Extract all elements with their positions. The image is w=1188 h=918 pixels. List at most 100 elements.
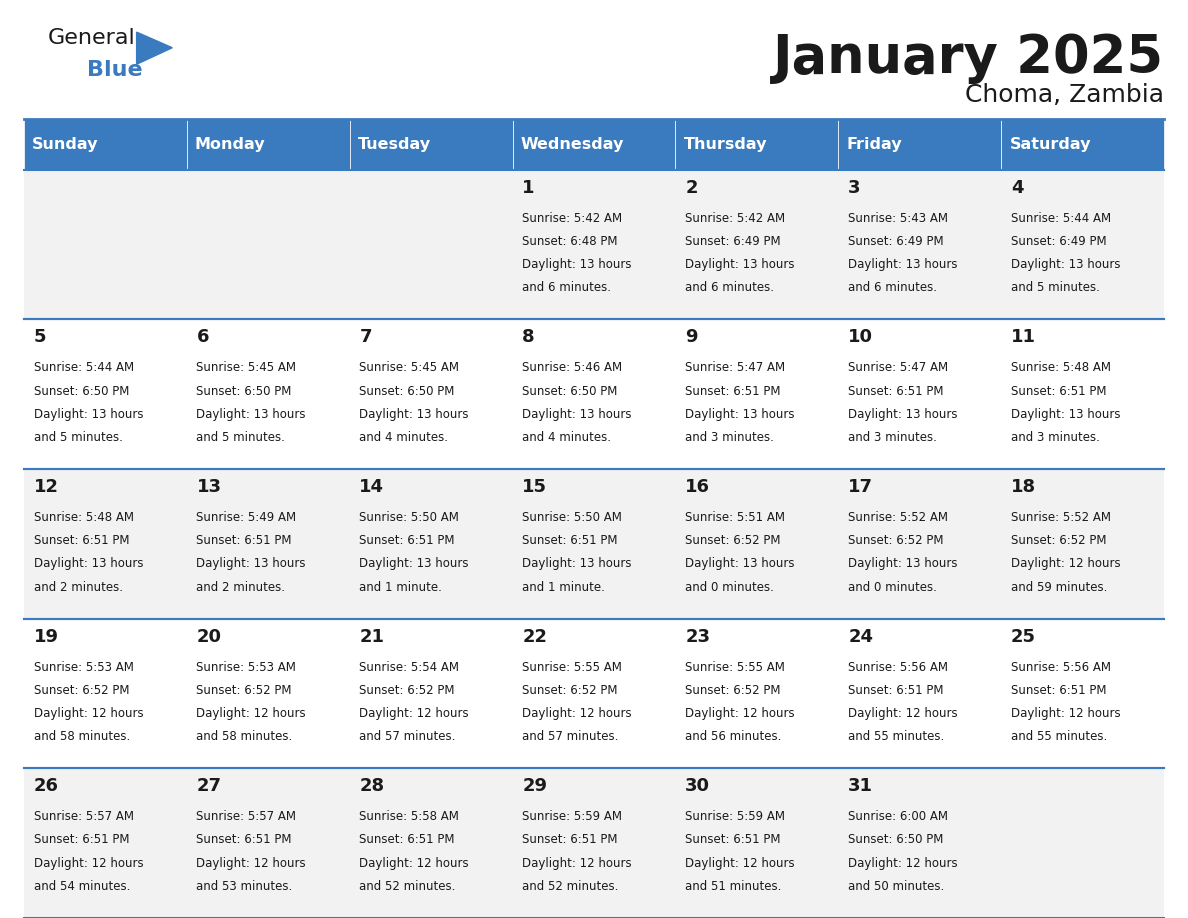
Text: 18: 18	[1011, 478, 1036, 496]
Text: 16: 16	[685, 478, 710, 496]
Text: Sunrise: 5:56 AM: Sunrise: 5:56 AM	[1011, 661, 1111, 674]
Text: Daylight: 13 hours: Daylight: 13 hours	[360, 408, 469, 420]
Text: 12: 12	[33, 478, 58, 496]
Text: Daylight: 12 hours: Daylight: 12 hours	[523, 856, 632, 869]
Text: Sunrise: 5:44 AM: Sunrise: 5:44 AM	[1011, 212, 1111, 225]
FancyBboxPatch shape	[839, 170, 1001, 319]
FancyBboxPatch shape	[349, 119, 512, 170]
Text: Daylight: 13 hours: Daylight: 13 hours	[685, 258, 795, 271]
Text: and 58 minutes.: and 58 minutes.	[33, 730, 129, 744]
Text: Daylight: 13 hours: Daylight: 13 hours	[523, 557, 632, 570]
Text: and 1 minute.: and 1 minute.	[360, 580, 442, 594]
Text: Sunrise: 5:53 AM: Sunrise: 5:53 AM	[196, 661, 296, 674]
FancyBboxPatch shape	[676, 119, 839, 170]
Text: Sunrise: 5:49 AM: Sunrise: 5:49 AM	[196, 511, 297, 524]
Text: Sunrise: 5:50 AM: Sunrise: 5:50 AM	[360, 511, 460, 524]
FancyBboxPatch shape	[512, 619, 676, 768]
Text: 31: 31	[848, 778, 873, 795]
Text: and 6 minutes.: and 6 minutes.	[848, 281, 937, 295]
FancyBboxPatch shape	[839, 319, 1001, 469]
Text: and 4 minutes.: and 4 minutes.	[360, 431, 448, 444]
Text: Sunset: 6:52 PM: Sunset: 6:52 PM	[848, 534, 943, 547]
Text: and 52 minutes.: and 52 minutes.	[523, 879, 619, 893]
Text: 2: 2	[685, 179, 697, 196]
Text: Sunset: 6:50 PM: Sunset: 6:50 PM	[196, 385, 292, 397]
FancyBboxPatch shape	[839, 119, 1001, 170]
Text: Sunset: 6:52 PM: Sunset: 6:52 PM	[196, 684, 292, 697]
Text: Sunset: 6:48 PM: Sunset: 6:48 PM	[523, 235, 618, 248]
Text: and 4 minutes.: and 4 minutes.	[523, 431, 612, 444]
FancyBboxPatch shape	[1001, 469, 1164, 619]
Text: Sunrise: 5:44 AM: Sunrise: 5:44 AM	[33, 362, 134, 375]
FancyBboxPatch shape	[1001, 319, 1164, 469]
Text: Daylight: 13 hours: Daylight: 13 hours	[196, 557, 307, 570]
FancyBboxPatch shape	[187, 119, 349, 170]
Text: 25: 25	[1011, 628, 1036, 645]
FancyBboxPatch shape	[839, 469, 1001, 619]
Text: Daylight: 12 hours: Daylight: 12 hours	[848, 707, 958, 720]
Text: Sunset: 6:52 PM: Sunset: 6:52 PM	[523, 684, 618, 697]
Text: Daylight: 13 hours: Daylight: 13 hours	[685, 557, 795, 570]
FancyBboxPatch shape	[24, 170, 187, 319]
Text: Sunset: 6:51 PM: Sunset: 6:51 PM	[848, 385, 943, 397]
Text: Sunrise: 5:53 AM: Sunrise: 5:53 AM	[33, 661, 133, 674]
Text: Sunrise: 5:54 AM: Sunrise: 5:54 AM	[360, 661, 460, 674]
Text: Sunset: 6:51 PM: Sunset: 6:51 PM	[360, 534, 455, 547]
Text: Sunset: 6:52 PM: Sunset: 6:52 PM	[685, 534, 781, 547]
FancyBboxPatch shape	[187, 619, 349, 768]
Text: Sunrise: 5:47 AM: Sunrise: 5:47 AM	[685, 362, 785, 375]
Text: Sunday: Sunday	[32, 137, 99, 152]
FancyBboxPatch shape	[349, 170, 512, 319]
FancyBboxPatch shape	[512, 319, 676, 469]
Text: Daylight: 13 hours: Daylight: 13 hours	[1011, 258, 1120, 271]
Text: Daylight: 13 hours: Daylight: 13 hours	[523, 408, 632, 420]
Text: 13: 13	[196, 478, 221, 496]
Text: Sunrise: 5:59 AM: Sunrise: 5:59 AM	[523, 811, 623, 823]
Text: Sunset: 6:51 PM: Sunset: 6:51 PM	[196, 534, 292, 547]
Text: Sunset: 6:49 PM: Sunset: 6:49 PM	[848, 235, 943, 248]
Text: 17: 17	[848, 478, 873, 496]
Text: Sunset: 6:52 PM: Sunset: 6:52 PM	[1011, 534, 1106, 547]
Text: Blue: Blue	[87, 60, 143, 80]
Text: Sunrise: 5:58 AM: Sunrise: 5:58 AM	[360, 811, 460, 823]
FancyBboxPatch shape	[676, 170, 839, 319]
Text: Sunrise: 5:57 AM: Sunrise: 5:57 AM	[196, 811, 297, 823]
Text: Sunset: 6:51 PM: Sunset: 6:51 PM	[33, 534, 129, 547]
Text: Daylight: 12 hours: Daylight: 12 hours	[360, 707, 469, 720]
FancyBboxPatch shape	[676, 768, 839, 918]
Text: Daylight: 13 hours: Daylight: 13 hours	[523, 258, 632, 271]
Text: Sunrise: 5:59 AM: Sunrise: 5:59 AM	[685, 811, 785, 823]
FancyBboxPatch shape	[839, 619, 1001, 768]
Text: Sunrise: 5:42 AM: Sunrise: 5:42 AM	[685, 212, 785, 225]
FancyBboxPatch shape	[187, 319, 349, 469]
Text: Sunrise: 5:45 AM: Sunrise: 5:45 AM	[196, 362, 297, 375]
FancyBboxPatch shape	[349, 319, 512, 469]
Text: 6: 6	[196, 329, 209, 346]
FancyBboxPatch shape	[187, 170, 349, 319]
FancyBboxPatch shape	[1001, 119, 1164, 170]
Text: Choma, Zambia: Choma, Zambia	[965, 83, 1164, 106]
Text: and 6 minutes.: and 6 minutes.	[685, 281, 775, 295]
Text: General: General	[48, 28, 135, 48]
FancyBboxPatch shape	[676, 319, 839, 469]
Text: Daylight: 13 hours: Daylight: 13 hours	[848, 258, 958, 271]
Text: Sunrise: 5:46 AM: Sunrise: 5:46 AM	[523, 362, 623, 375]
Text: Sunrise: 6:00 AM: Sunrise: 6:00 AM	[848, 811, 948, 823]
Text: Daylight: 13 hours: Daylight: 13 hours	[196, 408, 307, 420]
Text: Sunrise: 5:50 AM: Sunrise: 5:50 AM	[523, 511, 623, 524]
Text: Sunrise: 5:45 AM: Sunrise: 5:45 AM	[360, 362, 460, 375]
Text: and 57 minutes.: and 57 minutes.	[523, 730, 619, 744]
Text: Sunrise: 5:42 AM: Sunrise: 5:42 AM	[523, 212, 623, 225]
Text: Sunrise: 5:48 AM: Sunrise: 5:48 AM	[33, 511, 133, 524]
Text: Sunrise: 5:51 AM: Sunrise: 5:51 AM	[685, 511, 785, 524]
FancyBboxPatch shape	[24, 768, 187, 918]
Text: 8: 8	[523, 329, 535, 346]
FancyBboxPatch shape	[512, 768, 676, 918]
Text: and 56 minutes.: and 56 minutes.	[685, 730, 782, 744]
Text: and 0 minutes.: and 0 minutes.	[848, 580, 937, 594]
Text: January 2025: January 2025	[773, 32, 1164, 84]
FancyBboxPatch shape	[1001, 768, 1164, 918]
Text: and 2 minutes.: and 2 minutes.	[196, 580, 285, 594]
FancyBboxPatch shape	[1001, 619, 1164, 768]
Text: 29: 29	[523, 778, 548, 795]
